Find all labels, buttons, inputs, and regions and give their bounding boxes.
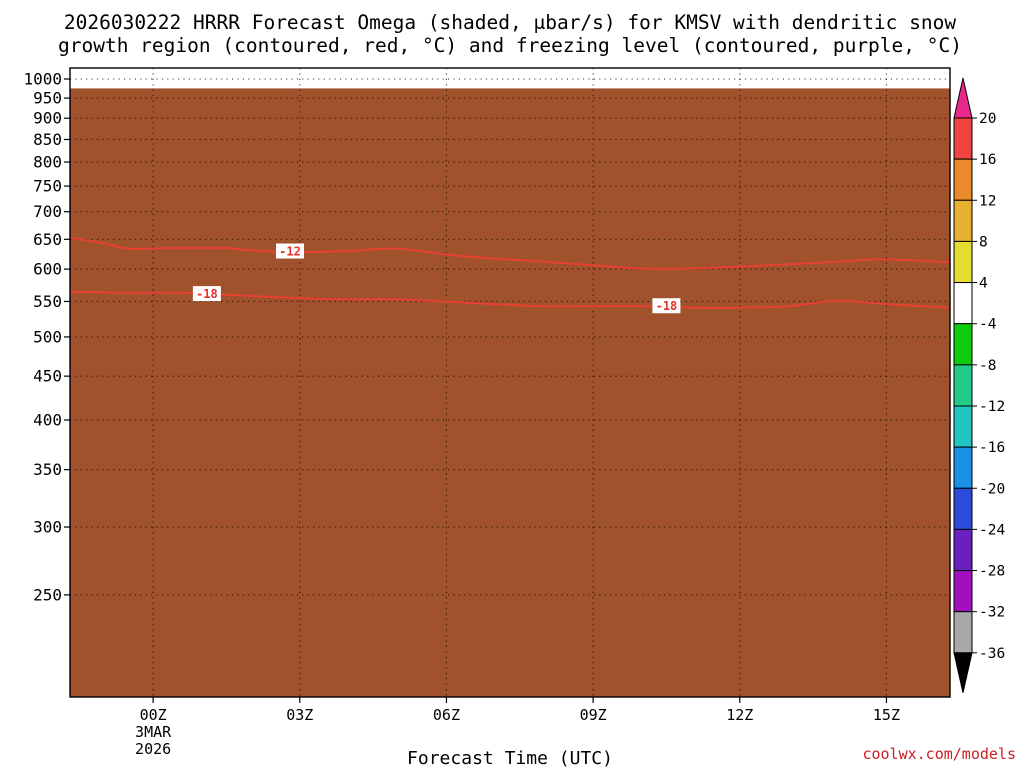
colorbar-label: -12 [979,399,1005,415]
contour-line-1 [70,236,950,270]
colorbar-label: -28 [979,564,1005,580]
ground-layer [70,88,950,698]
colorbar-label: 8 [979,234,988,250]
y-tick-label: 900 [33,109,62,128]
colorbar-top-arrow [953,77,973,119]
y-tick-label: 700 [33,202,62,221]
y-axis: 250 300 350 400 450 500 550 600 650 700 750 800 850 9… [23,69,70,604]
colorbar-segment [953,446,973,489]
contour-label: -18 [656,299,678,313]
colorbar: 20 16 12 8 4 -4 -8 -12 -16 -20 -24 -28 -32 -36 [953,77,1005,693]
temperature-contours: -18 -18 -12 [70,236,950,314]
y-tick-label: 550 [33,292,62,311]
y-tick-label: 750 [33,177,62,196]
colorbar-bottom-arrow [953,652,973,693]
colorbar-label: -4 [979,317,997,333]
colorbar-label: 20 [979,111,996,127]
y-tick-label: 400 [33,410,62,429]
colorbar-segment [953,405,973,448]
colorbar-segment [953,570,973,613]
colorbar-label: -24 [979,522,1005,538]
contour-line-0 [70,290,950,309]
contour-label-bg [276,243,304,259]
x-tick-label: 03Z [286,706,313,724]
colorbar-segment [953,528,973,572]
chart-title-line2: growth region (contoured, red, °C) and f… [58,34,962,57]
y-tick-label: 650 [33,230,62,249]
colorbar-label: -8 [979,358,996,374]
colorbar-label: -36 [979,646,1005,662]
y-tick-label: 950 [33,89,62,108]
colorbar-segment [953,487,973,530]
y-tick-label: 350 [33,460,62,479]
colorbar-label: 4 [979,276,988,292]
credit-text: coolwx.com/models [862,745,1016,763]
x-tick-label: 00Z [140,706,167,724]
grid-lines [70,68,950,697]
colorbar-label: -20 [979,481,1005,497]
y-tick-label: 850 [33,130,62,149]
y-tick-label: 600 [33,260,62,279]
contour-label-bg [192,286,221,302]
contour-label: -12 [279,245,301,259]
x-tick-label: 15Z [873,706,900,724]
y-tick-label: 800 [33,153,62,172]
contour-label: -18 [196,287,218,301]
chart-title-line1: 2026030222 HRRR Forecast Omega (shaded, … [64,11,956,34]
colorbar-segment [953,282,973,325]
y-tick-label: 500 [33,327,62,346]
y-tick-label: 450 [33,367,62,386]
ground-fill [70,88,950,698]
colorbar-segment [953,158,973,201]
x-axis-title: Forecast Time (UTC) [407,748,613,768]
y-tick-label: 300 [33,518,62,537]
x-tick-year-label: 2026 [135,740,171,758]
colorbar-label: 16 [979,152,996,168]
y-tick-label: 1000 [23,69,62,88]
colorbar-segment [953,611,973,654]
x-tick-label: 12Z [726,706,753,724]
y-tick-label: 250 [33,585,62,604]
x-tick-label: 09Z [580,706,607,724]
x-tick-label: 06Z [433,706,460,724]
colorbar-segment [953,117,973,160]
x-tick-date-label: 3MAR [135,723,172,741]
colorbar-segment [953,199,973,242]
colorbar-segment [953,240,973,284]
colorbar-label: -32 [979,605,1005,621]
plot-frame [69,67,951,698]
colorbar-label: 12 [979,193,996,209]
plot-area: -18 -18 -12 [69,67,951,698]
colorbar-segment [953,323,973,366]
colorbar-label: -16 [979,440,1005,456]
contour-label-bg [652,298,681,314]
colorbar-segment [953,364,973,407]
